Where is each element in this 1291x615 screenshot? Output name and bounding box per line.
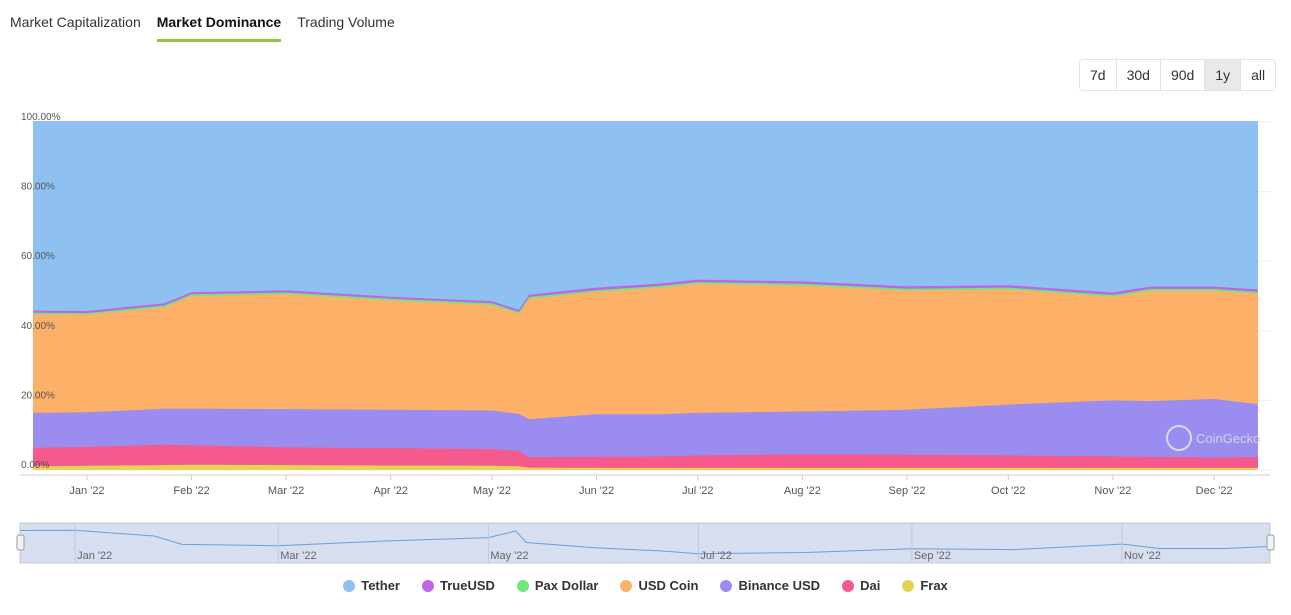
legend-dot-icon xyxy=(421,579,434,592)
navigator: Jan '22 Mar '22 May '22 Jul '22 Sep '22 Nov '… xyxy=(16,522,1275,564)
area-trueusd xyxy=(33,279,1258,314)
y-tick-label: 40.00% xyxy=(21,321,55,332)
legend-dot-icon xyxy=(902,579,915,592)
area-series xyxy=(32,121,1259,470)
legend-item-trueusd[interactable]: TrueUSD xyxy=(421,578,495,593)
navigator-range[interactable] xyxy=(19,522,1271,564)
dominance-chart: 0.00% 20.00% 40.00% 60.00% 80.00% 100.00% Jan… xyxy=(16,112,1275,564)
x-tick-label: Feb '22 xyxy=(173,485,209,497)
tab-trading-volume[interactable]: Trading Volume xyxy=(297,14,395,30)
legend-item-binance-usd[interactable]: Binance USD xyxy=(720,578,820,593)
range-selector: 7d 30d 90d 1y all xyxy=(1079,59,1277,91)
area-usd-coin xyxy=(33,283,1258,420)
navigator-tick-label: Mar '22 xyxy=(280,550,316,562)
x-tick-label: Apr '22 xyxy=(373,485,408,497)
coingecko-logo-icon xyxy=(1166,425,1192,451)
navigator-left-handle[interactable] xyxy=(16,534,25,551)
legend-item-pax-dollar[interactable]: Pax Dollar xyxy=(516,578,599,593)
x-tick-label: Jul '22 xyxy=(682,485,713,497)
legend-label: Pax Dollar xyxy=(534,578,599,593)
legend-dot-icon xyxy=(516,579,529,592)
range-button-30d[interactable]: 30d xyxy=(1116,60,1161,90)
y-tick-label: 100.00% xyxy=(21,112,61,123)
y-axis-ticks: 0.00% 20.00% 40.00% 60.00% 80.00% 100.00% xyxy=(21,112,61,471)
legend-label: Frax xyxy=(920,578,948,593)
legend-item-frax[interactable]: Frax xyxy=(902,578,948,593)
y-tick-label: 80.00% xyxy=(21,182,55,193)
navigator-tick-label: Jul '22 xyxy=(700,550,731,562)
y-tick-label: 0.00% xyxy=(21,460,49,471)
legend-item-tether[interactable]: Tether xyxy=(343,578,400,593)
range-button-all[interactable]: all xyxy=(1241,60,1276,90)
x-tick-label: Nov '22 xyxy=(1094,485,1131,497)
range-button-1y[interactable]: 1y xyxy=(1205,60,1242,90)
navigator-tick-label: Sep '22 xyxy=(914,550,951,562)
tab-market-dominance[interactable]: Market Dominance xyxy=(156,0,297,42)
navigator-right-handle[interactable] xyxy=(1266,534,1275,551)
x-tick-label: Mar '22 xyxy=(268,485,304,497)
navigator-tick-label: May '22 xyxy=(490,550,528,562)
x-tick-label: Dec '22 xyxy=(1196,485,1233,497)
x-tick-label: Jan '22 xyxy=(69,485,104,497)
legend-label: USD Coin xyxy=(638,578,699,593)
chart-tabs: Market Capitalization Market Dominance Tra… xyxy=(10,0,411,42)
range-button-90d[interactable]: 90d xyxy=(1160,60,1206,90)
tab-market-capitalization[interactable]: Market Capitalization xyxy=(10,14,141,30)
navigator-tick-label: Jan '22 xyxy=(77,550,112,562)
legend-dot-icon xyxy=(842,579,855,592)
legend-dot-icon xyxy=(343,579,356,592)
y-tick-label: 20.00% xyxy=(21,390,55,401)
watermark-text: CoinGecko xyxy=(1196,430,1261,446)
area-binance-usd xyxy=(33,399,1258,458)
coingecko-watermark: CoinGecko xyxy=(1166,425,1260,451)
navigator-tick-label: Nov '22 xyxy=(1124,550,1161,562)
legend-dot-icon xyxy=(620,579,633,592)
legend-label: TrueUSD xyxy=(439,578,495,593)
x-tick-label: May '22 xyxy=(473,485,511,497)
legend-item-dai[interactable]: Dai xyxy=(842,578,880,593)
area-tether xyxy=(33,122,1258,311)
legend-label: Tether xyxy=(361,578,400,593)
legend-item-usd-coin[interactable]: USD Coin xyxy=(620,578,698,593)
area-dai xyxy=(33,444,1258,468)
x-tick-label: Oct '22 xyxy=(991,485,1026,497)
x-tick-label: Aug '22 xyxy=(784,485,821,497)
legend-label: Dai xyxy=(860,578,881,593)
legend-label: Binance USD xyxy=(738,578,821,593)
y-tick-label: 60.00% xyxy=(21,251,55,262)
x-tick-label: Jun '22 xyxy=(579,485,614,497)
chart-legend: Tether TrueUSD Pax Dollar USD Coin Binance U… xyxy=(0,578,1291,593)
x-axis-ticks: Jan '22 Feb '22 Mar '22 Apr '22 May '22 Jun '… xyxy=(69,475,1233,497)
legend-dot-icon xyxy=(720,579,733,592)
x-tick-label: Sep '22 xyxy=(889,485,926,497)
range-button-7d[interactable]: 7d xyxy=(1080,60,1117,90)
